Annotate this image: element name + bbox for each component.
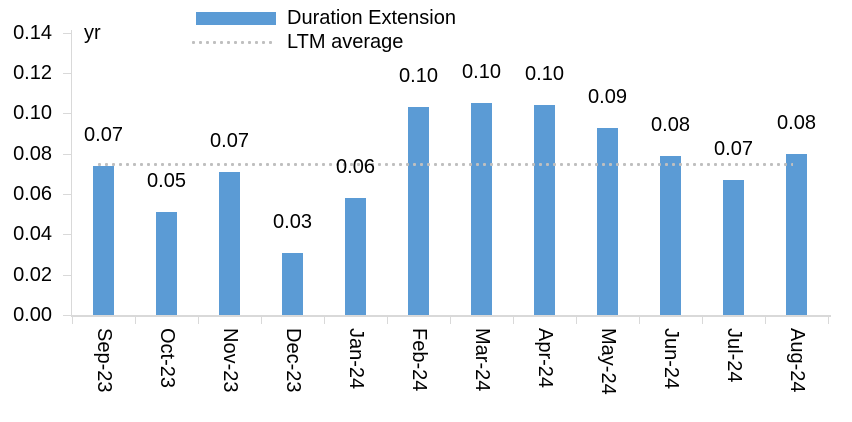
bar (786, 154, 807, 315)
y-axis-tick (63, 154, 71, 155)
bar-value-label: 0.07 (210, 130, 249, 152)
y-axis-label: 0.06 (13, 183, 52, 205)
bar-value-label: 0.10 (399, 65, 438, 87)
x-axis-label: Mar-24 (470, 328, 493, 392)
legend-item-ltm-average: LTM average (190, 30, 456, 54)
bar (723, 180, 744, 315)
bar (282, 253, 303, 315)
x-axis-label: Sep-23 (92, 328, 115, 393)
y-axis-tick (63, 315, 71, 316)
legend-line-marker (190, 40, 287, 44)
bar (219, 172, 240, 315)
bar (534, 105, 555, 315)
x-axis-tick (198, 315, 199, 324)
x-axis-label: Feb-24 (407, 328, 430, 392)
y-axis-label: 0.10 (13, 102, 52, 124)
x-axis-tick (513, 315, 514, 324)
legend: Duration Extension LTM average (190, 6, 456, 54)
x-axis-label: May-24 (596, 328, 619, 395)
y-axis-label: 0.00 (13, 304, 52, 326)
bar-value-label: 0.10 (462, 61, 501, 83)
x-axis-tick (450, 315, 451, 324)
legend-label-duration-extension: Duration Extension (287, 6, 456, 29)
x-axis-label: Dec-23 (281, 328, 304, 393)
y-axis-tick (63, 113, 71, 114)
y-axis-tick (63, 33, 71, 34)
x-axis-tick (261, 315, 262, 324)
legend-item-duration-extension: Duration Extension (190, 6, 456, 30)
x-axis-tick (828, 315, 829, 324)
y-axis-label: 0.12 (13, 62, 52, 84)
y-axis-tick (63, 275, 71, 276)
x-axis-line (71, 315, 831, 317)
y-axis-tick (63, 194, 71, 195)
x-axis-tick (702, 315, 703, 324)
legend-label-ltm-average: LTM average (287, 30, 404, 53)
x-axis-label: Apr-24 (533, 328, 556, 389)
y-axis-line (71, 30, 72, 317)
x-axis-tick (324, 315, 325, 324)
bar (345, 198, 366, 315)
x-axis-tick (765, 315, 766, 324)
x-axis-tick (576, 315, 577, 324)
bar-value-label: 0.09 (588, 86, 627, 108)
x-axis-tick (72, 315, 73, 324)
bar (408, 107, 429, 315)
x-axis-label: Jul-24 (722, 328, 745, 383)
x-axis-label: Jun-24 (659, 328, 682, 390)
y-axis-label: 0.04 (13, 223, 52, 245)
y-axis-label: 0.14 (13, 22, 52, 44)
bar (660, 156, 681, 315)
bar (471, 103, 492, 315)
x-axis-label: Nov-23 (218, 328, 241, 393)
ltm-average-line (96, 163, 793, 166)
x-axis-tick (387, 315, 388, 324)
x-axis-label: Oct-23 (155, 328, 178, 389)
dotted-line-swatch-icon (190, 40, 274, 44)
bar-value-label: 0.07 (714, 138, 753, 160)
y-axis-tick (63, 73, 71, 74)
bar (156, 212, 177, 315)
bar-value-label: 0.03 (273, 211, 312, 233)
bar-value-label: 0.07 (84, 124, 123, 146)
legend-bar-marker (190, 11, 287, 25)
bar (93, 166, 114, 315)
x-axis-label: Jan-24 (344, 328, 367, 390)
bar-value-label: 0.05 (147, 170, 186, 192)
y-axis-tick (63, 234, 71, 235)
y-axis-label: 0.02 (13, 264, 52, 286)
bar-value-label: 0.08 (651, 114, 690, 136)
x-axis-tick (639, 315, 640, 324)
bar-swatch-icon (196, 11, 276, 25)
bar (597, 128, 618, 315)
x-axis-tick (135, 315, 136, 324)
bar-value-label: 0.10 (525, 63, 564, 85)
bar-value-label: 0.08 (777, 112, 816, 134)
y-axis-unit-label: yr (84, 22, 101, 44)
y-axis-label: 0.08 (13, 143, 52, 165)
bar-value-label: 0.06 (336, 156, 375, 178)
x-axis-label: Aug-24 (785, 328, 808, 393)
